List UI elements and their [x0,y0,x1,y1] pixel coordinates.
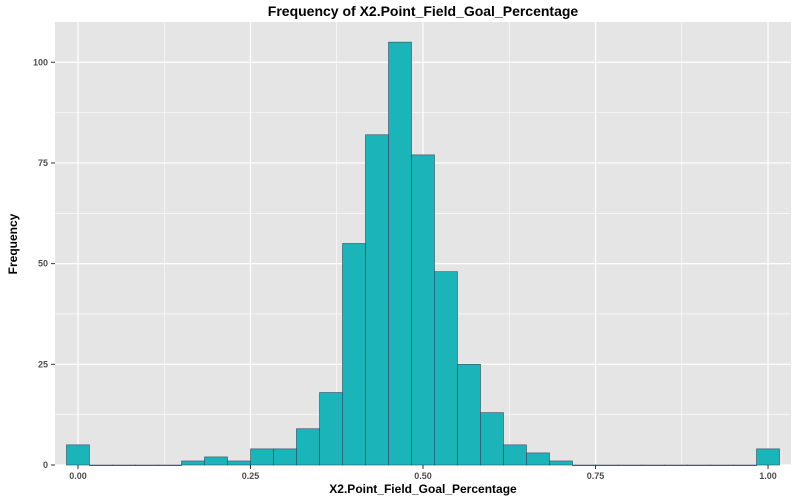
histogram-bar [572,464,596,466]
histogram-bar [411,154,435,466]
x-tick-label: 0.00 [69,471,87,481]
histogram-bar [388,41,412,466]
y-tick-label: 75 [38,158,48,168]
histogram-bar [296,428,320,466]
y-tick-label: 0 [43,460,48,470]
histogram-bar [181,460,205,466]
histogram-bar [457,364,481,466]
histogram-bar [89,464,113,466]
histogram-bar [503,444,527,466]
x-tick-label: 0.50 [414,471,432,481]
histogram-bar [204,456,228,466]
histogram-bar [250,448,274,466]
histogram-bar [710,464,734,466]
y-tick-label: 25 [38,359,48,369]
histogram-bar [549,460,573,466]
histogram-bar [733,464,757,466]
chart-title: Frequency of X2.Point_Field_Goal_Percent… [268,3,579,19]
histogram-bar [112,464,136,466]
histogram-bar [595,464,619,466]
histogram-bar [342,243,366,466]
histogram-bar [273,448,297,466]
histogram-bars [66,41,780,466]
histogram-bar [756,448,780,466]
histogram-bar [365,134,389,466]
x-axis-title: X2.Point_Field_Goal_Percentage [329,482,517,496]
histogram-bar [434,271,458,466]
histogram-bar [480,412,504,466]
histogram-bar [227,460,251,466]
histogram-bar [158,464,182,466]
histogram-bar [526,452,550,466]
x-tick-label: 1.00 [759,471,777,481]
histogram-bar [319,392,343,466]
x-tick-label: 0.25 [242,471,260,481]
histogram-bar [664,464,688,466]
histogram-bar [66,444,90,466]
y-axis-title: Frequency [6,213,20,274]
y-tick-label: 50 [38,259,48,269]
histogram-bar [687,464,711,466]
x-axis-ticks: 0.00 0.25 0.50 0.75 1.00 [69,465,777,481]
y-axis-ticks: 0 25 50 75 100 [33,57,55,470]
y-tick-label: 100 [33,57,48,67]
x-tick-label: 0.75 [587,471,605,481]
histogram-bar [135,464,159,466]
histogram-bar [641,464,665,466]
histogram-bar [618,464,642,466]
